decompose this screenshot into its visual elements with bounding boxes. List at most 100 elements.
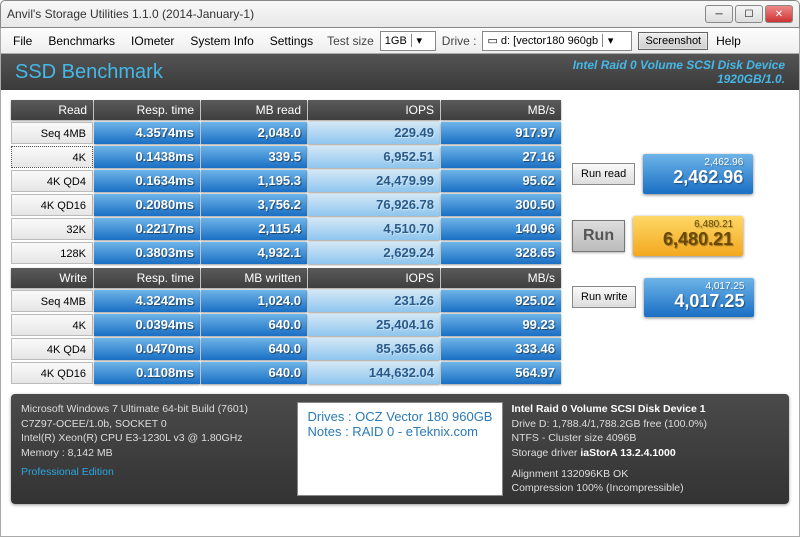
device-title: Intel Raid 0 Volume SCSI Disk Device 192… [573, 58, 785, 87]
read-row-label[interactable]: 4K [11, 146, 93, 168]
drive-free: Drive D: 1,788.4/1,788.2GB free (100.0%) [511, 417, 779, 432]
write-row-label[interactable]: 4K QD16 [11, 362, 93, 384]
write-mb-cell: 640.0 [201, 338, 307, 360]
read-mb-cell: 1,195.3 [201, 170, 307, 192]
write-row-label[interactable]: 4K QD4 [11, 338, 93, 360]
actions-column: Run read 2,462.96 2,462.96 Run 6,480.21 … [572, 100, 782, 386]
footer-notes-box: Drives : OCZ Vector 180 960GB Notes : RA… [297, 402, 504, 496]
read-iops-cell: 2,629.24 [308, 242, 440, 264]
write-hdr-resp: Resp. time [94, 268, 200, 288]
write-iops-cell: 144,632.04 [308, 362, 440, 384]
table-row: 4K0.1438ms339.56,952.5127.16 [11, 146, 566, 168]
read-mb-cell: 4,932.1 [201, 242, 307, 264]
drive-combo[interactable]: ▭ d: [vector180 960gb ▾ [482, 31, 632, 51]
read-mbs-cell: 95.62 [441, 170, 561, 192]
table-row: 4K QD40.0470ms640.085,365.66333.46 [11, 338, 566, 360]
testsize-value: 1GB [385, 35, 407, 47]
write-mbs-cell: 925.02 [441, 290, 561, 312]
read-row-label[interactable]: Seq 4MB [11, 122, 93, 144]
menu-file[interactable]: File [5, 32, 40, 50]
write-hdr-mb: MB written [201, 268, 307, 288]
drive-label: Drive : [436, 34, 483, 48]
read-hdr-label: Read [11, 100, 93, 120]
cpu-info: Intel(R) Xeon(R) CPU E3-1230L v3 @ 1.80G… [21, 431, 289, 446]
write-iops-cell: 25,404.16 [308, 314, 440, 336]
chevron-down-icon: ▾ [411, 34, 427, 47]
write-mbs-cell: 333.46 [441, 338, 561, 360]
table-row: 128K0.3803ms4,932.12,629.24328.65 [11, 242, 566, 264]
menu-benchmarks[interactable]: Benchmarks [40, 32, 123, 50]
read-iops-cell: 76,926.78 [308, 194, 440, 216]
table-row: 32K0.2217ms2,115.44,510.70140.96 [11, 218, 566, 240]
drives-note: Drives : OCZ Vector 180 960GB [308, 409, 493, 424]
os-info: Microsoft Windows 7 Ultimate 64-bit Buil… [21, 402, 289, 417]
read-mb-cell: 2,115.4 [201, 218, 307, 240]
write-row-label[interactable]: 4K [11, 314, 93, 336]
menu-sysinfo[interactable]: System Info [182, 32, 261, 50]
menu-iometer[interactable]: IOmeter [123, 32, 182, 50]
write-hdr-iops: IOPS [308, 268, 440, 288]
table-row: Seq 4MB4.3242ms1,024.0231.26925.02 [11, 290, 566, 312]
testsize-combo[interactable]: 1GB ▾ [380, 31, 436, 51]
write-iops-cell: 231.26 [308, 290, 440, 312]
read-resp-cell: 0.1634ms [94, 170, 200, 192]
page-title: SSD Benchmark [15, 61, 163, 84]
mobo-info: C7Z97-OCEE/1.0b, SOCKET 0 [21, 417, 289, 432]
footer: Microsoft Windows 7 Ultimate 64-bit Buil… [11, 394, 789, 504]
menu-settings[interactable]: Settings [262, 32, 321, 50]
write-resp-cell: 0.0470ms [94, 338, 200, 360]
write-mbs-cell: 564.97 [441, 362, 561, 384]
read-mb-cell: 3,756.2 [201, 194, 307, 216]
read-resp-cell: 0.3803ms [94, 242, 200, 264]
run-button[interactable]: Run [572, 220, 625, 252]
chevron-down-icon: ▾ [602, 34, 618, 47]
device-full: Intel Raid 0 Volume SCSI Disk Device 1 [511, 403, 705, 415]
read-mb-cell: 339.5 [201, 146, 307, 168]
maximize-button[interactable]: ☐ [735, 5, 763, 23]
write-mb-cell: 1,024.0 [201, 290, 307, 312]
screenshot-button[interactable]: Screenshot [638, 32, 708, 50]
read-iops-cell: 4,510.70 [308, 218, 440, 240]
driver-version: iaStorA 13.2.4.1000 [580, 447, 675, 459]
tables-column: Read Resp. time MB read IOPS MB/s Seq 4M… [11, 100, 566, 386]
device-size: 1920GB/1.0. [573, 72, 785, 86]
read-header-row: Read Resp. time MB read IOPS MB/s [11, 100, 566, 120]
read-hdr-mbs: MB/s [441, 100, 561, 120]
write-resp-cell: 0.0394ms [94, 314, 200, 336]
footer-right: Intel Raid 0 Volume SCSI Disk Device 1 D… [511, 402, 779, 496]
write-row-label[interactable]: Seq 4MB [11, 290, 93, 312]
menu-help[interactable]: Help [708, 32, 749, 50]
footer-left: Microsoft Windows 7 Ultimate 64-bit Buil… [21, 402, 289, 496]
read-row-label[interactable]: 4K QD16 [11, 194, 93, 216]
run-read-button[interactable]: Run read [572, 163, 635, 185]
notes-note: Notes : RAID 0 - eTeknix.com [308, 424, 493, 439]
read-row-label[interactable]: 32K [11, 218, 93, 240]
read-resp-cell: 4.3574ms [94, 122, 200, 144]
driver-label: Storage driver [511, 447, 580, 459]
drive-value: ▭ d: [vector180 960gb [487, 34, 598, 47]
read-iops-cell: 6,952.51 [308, 146, 440, 168]
read-resp-cell: 0.2217ms [94, 218, 200, 240]
run-write-button[interactable]: Run write [572, 286, 636, 308]
table-row: 4K QD40.1634ms1,195.324,479.9995.62 [11, 170, 566, 192]
read-score-box: 2,462.96 2,462.96 [643, 154, 753, 194]
read-resp-cell: 0.2080ms [94, 194, 200, 216]
total-score-big: 6,480.21 [643, 230, 733, 250]
write-mbs-cell: 99.23 [441, 314, 561, 336]
heading-bar: SSD Benchmark Intel Raid 0 Volume SCSI D… [0, 54, 800, 90]
table-row: 4K QD160.1108ms640.0144,632.04564.97 [11, 362, 566, 384]
table-row: 4K0.0394ms640.025,404.1699.23 [11, 314, 566, 336]
titlebar: Anvil's Storage Utilities 1.1.0 (2014-Ja… [0, 0, 800, 28]
edition-label: Professional Edition [21, 465, 289, 480]
window-title: Anvil's Storage Utilities 1.1.0 (2014-Ja… [7, 7, 705, 21]
read-iops-cell: 24,479.99 [308, 170, 440, 192]
fs-info: NTFS - Cluster size 4096B [511, 431, 779, 446]
close-button[interactable]: ✕ [765, 5, 793, 23]
read-row-label[interactable]: 4K QD4 [11, 170, 93, 192]
read-hdr-iops: IOPS [308, 100, 440, 120]
read-resp-cell: 0.1438ms [94, 146, 200, 168]
compression-info: Compression 100% (Incompressible) [511, 481, 779, 496]
write-score-big: 4,017.25 [654, 292, 744, 312]
minimize-button[interactable]: ─ [705, 5, 733, 23]
read-row-label[interactable]: 128K [11, 242, 93, 264]
